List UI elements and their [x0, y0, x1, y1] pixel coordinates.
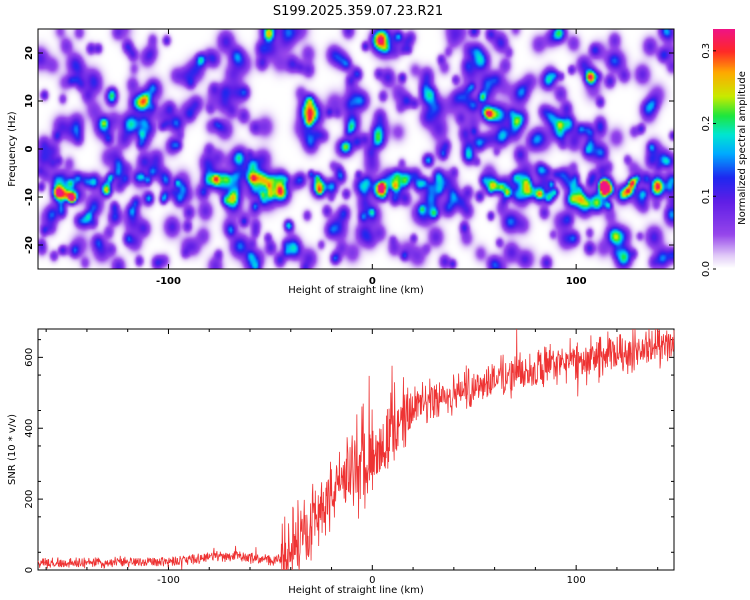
colorbar-tick-label: 0.3	[701, 43, 712, 59]
line-chart-frame	[37, 328, 675, 571]
heatmap-x-tick-label: 100	[566, 276, 587, 287]
heatmap-x-tick-label: -100	[156, 276, 181, 287]
snr-series-line	[37, 328, 675, 571]
heatmap-y-tick-label: -10	[24, 188, 35, 206]
colorbar-tick-label: 0.2	[701, 116, 712, 132]
line-x-tick-label: 0	[369, 575, 375, 586]
heatmap-xlabel: Height of straight line (km)	[288, 285, 424, 296]
colorbar-tick-label: 0.1	[701, 188, 712, 204]
line-y-tick-label: 400	[24, 419, 35, 438]
colorbar-image	[713, 29, 735, 269]
heatmap-x-tick-label: 0	[369, 276, 376, 287]
line-x-tick-label: 100	[567, 575, 586, 586]
chart-title: S199.2025.359.07.23.R21	[273, 4, 443, 19]
line-y-tick-label: 0	[24, 567, 35, 573]
line-y-tick-label: 600	[24, 348, 35, 367]
colorbar-label: Normalized spectral amplitude	[737, 71, 748, 225]
heatmap-y-tick-label: 20	[24, 46, 35, 60]
heatmap-y-tick-label: 0	[24, 145, 35, 152]
heatmap-image	[38, 29, 674, 269]
heatmap-y-tick-label: -20	[24, 236, 35, 254]
line-ylabel: SNR (10 * v/v)	[7, 414, 18, 485]
line-y-tick-label: 200	[24, 490, 35, 509]
heatmap-y-tick-label: 10	[24, 94, 35, 108]
line-x-tick-label: -100	[157, 575, 180, 586]
heatmap-ylabel: Frequency (Hz)	[7, 111, 18, 187]
line-xlabel: Height of straight line (km)	[288, 585, 424, 596]
colorbar-tick-label: 0.0	[701, 261, 712, 277]
